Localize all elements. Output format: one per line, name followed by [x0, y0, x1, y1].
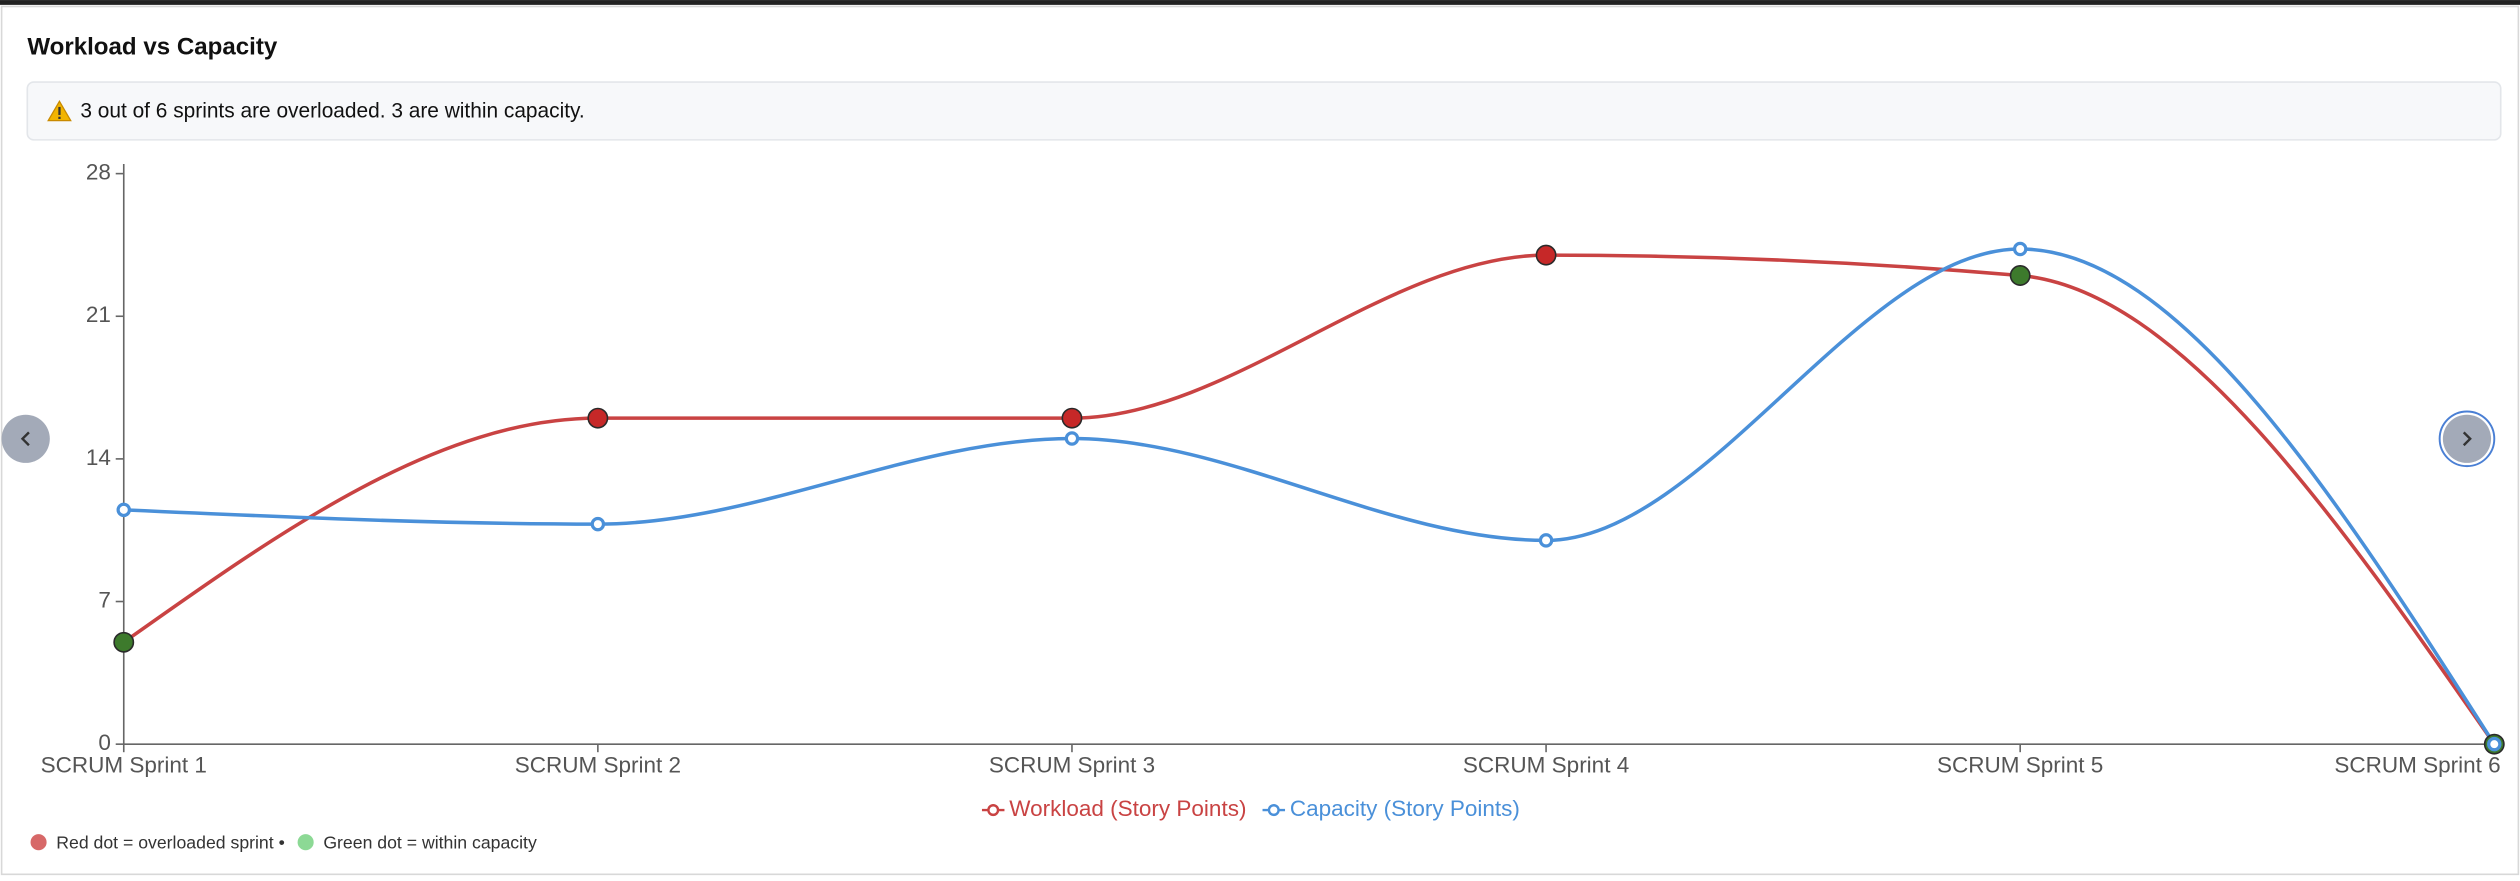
workload-point — [113, 631, 135, 653]
note-dot-red — [30, 834, 47, 851]
capacity-point — [1538, 533, 1554, 548]
y-tick-label: 21 — [86, 302, 111, 327]
plot: 0 7 14 21 28 SCRUM Sprint 1 SCRUM Sprint 2 SCRU… — [30, 160, 2505, 852]
capacity-point — [590, 516, 606, 532]
note-text: Red dot = overloaded sprint • — [56, 832, 285, 852]
card-title: Workload vs Capacity — [27, 34, 278, 61]
x-tick-label: SCRUM Sprint 4 — [1463, 753, 1629, 778]
capacity-point — [2487, 736, 2502, 752]
next-button[interactable] — [2438, 410, 2496, 468]
note-dot-green — [297, 834, 314, 851]
x-tick-label: SCRUM Sprint 6 — [2334, 753, 2500, 778]
capacity-point — [1064, 431, 1080, 446]
workload-point — [1061, 407, 1083, 429]
workload-point — [2009, 265, 2031, 286]
x-tick-label: SCRUM Sprint 1 — [41, 753, 207, 778]
y-tick-label: 0 — [98, 730, 111, 755]
card — [0, 5, 2520, 876]
series-line — [122, 253, 2496, 746]
prev-button[interactable] — [1, 414, 50, 463]
y-tick-label: 28 — [86, 160, 111, 185]
workload-point — [1535, 244, 1557, 266]
alert-text: 3 out of 6 sprints are overloaded. 3 are… — [80, 99, 584, 122]
workload-point — [587, 407, 609, 429]
y-tick-label: 7 — [98, 587, 111, 612]
legend-label: Workload (Story Points) — [1009, 796, 1246, 821]
warning-icon — [47, 100, 72, 122]
capacity-point — [2012, 241, 2028, 257]
x-tick-label: SCRUM Sprint 5 — [1937, 753, 2103, 778]
legend-marker — [987, 804, 1000, 817]
alert-box — [26, 81, 2502, 141]
series-line — [123, 247, 2496, 746]
y-tick-label: 14 — [86, 445, 111, 470]
x-tick-label: SCRUM Sprint 3 — [989, 753, 1155, 778]
note-text: Green dot = within capacity — [323, 832, 537, 852]
legend-label: Capacity (Story Points) — [1290, 796, 1520, 821]
top-border — [0, 0, 2520, 5]
x-tick-label: SCRUM Sprint 2 — [515, 753, 681, 778]
capacity-point — [116, 502, 131, 518]
legend-marker — [1267, 804, 1280, 817]
